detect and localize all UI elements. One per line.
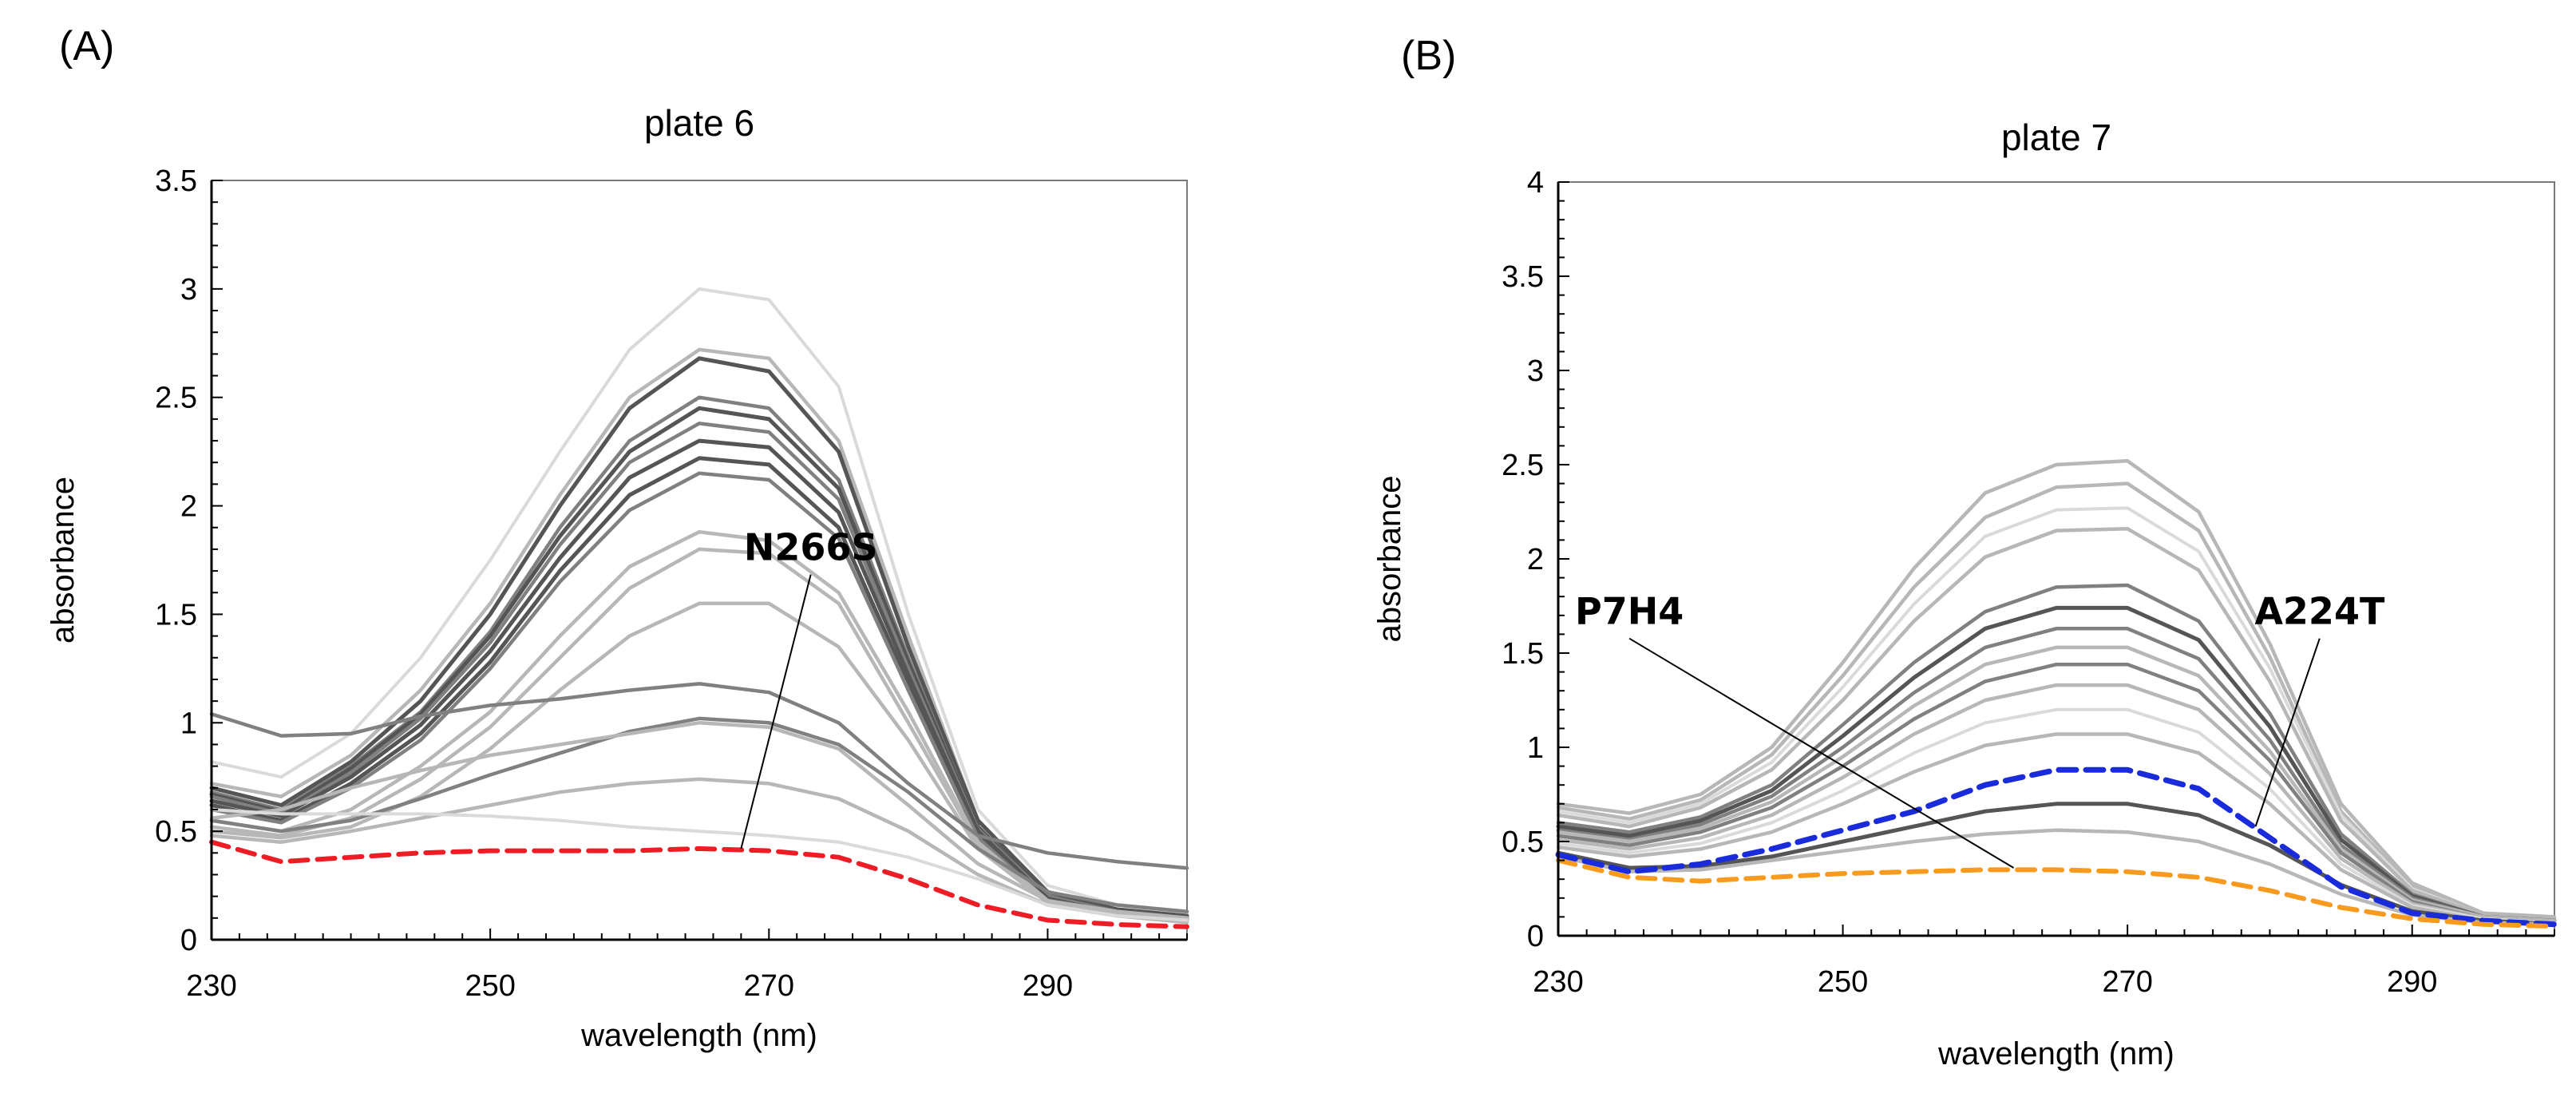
series-line-a-trace-04 <box>209 395 1189 921</box>
y-tick-label: 3.5 <box>155 164 197 198</box>
series-line-a-trace-05 <box>209 406 1189 921</box>
x-axis-label-b: wavelength (nm) <box>1937 1036 2174 1071</box>
y-tick-label: 1.5 <box>1502 637 1544 671</box>
annotation-label-p7h4: P7H4 <box>1575 590 1684 633</box>
series-line-b-trace-14 <box>1556 828 2557 927</box>
y-tick-label: 1 <box>180 707 197 740</box>
x-tick-label: 230 <box>1533 965 1583 999</box>
series-line-a-trace-12 <box>209 601 1189 925</box>
x-tick-label: 250 <box>1818 965 1868 999</box>
x-tick-label: 250 <box>465 969 515 1003</box>
y-tick-label: 4 <box>1527 166 1544 200</box>
y-tick-label: 1 <box>1527 731 1544 765</box>
y-tick-label: 0 <box>180 924 197 957</box>
series-line-b-trace-02 <box>1556 481 2557 921</box>
series-line-b-trace-08 <box>1556 645 2557 923</box>
y-tick-label: 2.5 <box>155 382 197 415</box>
y-tick-label: 3 <box>1527 354 1544 388</box>
x-tick-label: 270 <box>744 969 794 1003</box>
series-line-a-trace-17 <box>210 808 1189 922</box>
series-line-b-trace-04 <box>1556 526 2557 921</box>
series-line-b-trace-11 <box>1557 707 2556 925</box>
annotation-leader-a224t <box>2254 638 2321 827</box>
x-tick-label: 290 <box>2387 965 2437 999</box>
series-line-b-trace-03 <box>1557 506 2556 921</box>
series-line-a-trace-09 <box>209 471 1189 922</box>
series-line-b-trace-07 <box>1556 627 2557 923</box>
series-line-b-trace-05 <box>1556 583 2557 923</box>
series-line-b-trace-10 <box>1556 683 2557 925</box>
series-line-a-trace-11 <box>209 547 1189 922</box>
series-line-b-trace-01 <box>1556 459 2557 919</box>
y-tick-label: 0 <box>1527 920 1544 953</box>
y-tick-label: 0.5 <box>155 815 197 849</box>
panel-b-letter: (B) <box>1401 33 1457 79</box>
annotation-leader-p7h4 <box>1628 637 2015 869</box>
y-tick-label: 3 <box>180 273 197 307</box>
annotation-label-n266s: N266S <box>744 526 878 569</box>
series-line-a-trace-13 <box>209 682 1189 870</box>
chart-a: plate 6 0 0.5 1 1.5 2 2.5 3 3.5 230 250 270 290 wavel… <box>46 102 1189 1053</box>
x-tick-label: 230 <box>186 969 236 1003</box>
y-tick-label: 1.5 <box>155 598 197 632</box>
y-tick-label: 2 <box>1527 543 1544 576</box>
y-tick-label: 0.5 <box>1502 826 1544 859</box>
chart-b-title: plate 7 <box>2001 117 2111 158</box>
series-line-a-n266s <box>209 839 1189 929</box>
series-line-b-p7h4 <box>1556 857 2557 929</box>
chart-b: plate 7 0 0.5 1 1.5 2 2.5 3 3.5 4 230 250 270 290 wave… <box>1372 117 2558 1071</box>
series-line-a-trace-01 <box>210 287 1189 916</box>
y-tick-label: 2 <box>180 490 197 524</box>
series-line-b-a224t <box>1555 766 2558 928</box>
y-axis-label-a: absorbance <box>46 477 81 644</box>
series-line-a-trace-15 <box>209 721 1189 921</box>
x-axis-label-a: wavelength (nm) <box>580 1018 817 1053</box>
annotation-leader-n266s <box>740 574 812 849</box>
series-line-b-trace-09 <box>1556 662 2557 925</box>
y-tick-label: 2.5 <box>1502 449 1544 482</box>
x-tick-label: 290 <box>1023 969 1073 1003</box>
y-tick-label: 3.5 <box>1502 260 1544 294</box>
series-line-b-trace-06 <box>1556 605 2557 923</box>
chart-a-title: plate 6 <box>644 102 754 144</box>
series-line-b-trace-12 <box>1556 732 2557 925</box>
panel-a-letter: (A) <box>59 23 115 69</box>
series-line-a-trace-03 <box>209 356 1189 918</box>
x-tick-label: 270 <box>2102 965 2152 999</box>
series-line-a-trace-06 <box>209 422 1189 921</box>
annotation-label-a224t: A224T <box>2254 590 2385 633</box>
y-axis-label-b: absorbance <box>1372 475 1407 642</box>
